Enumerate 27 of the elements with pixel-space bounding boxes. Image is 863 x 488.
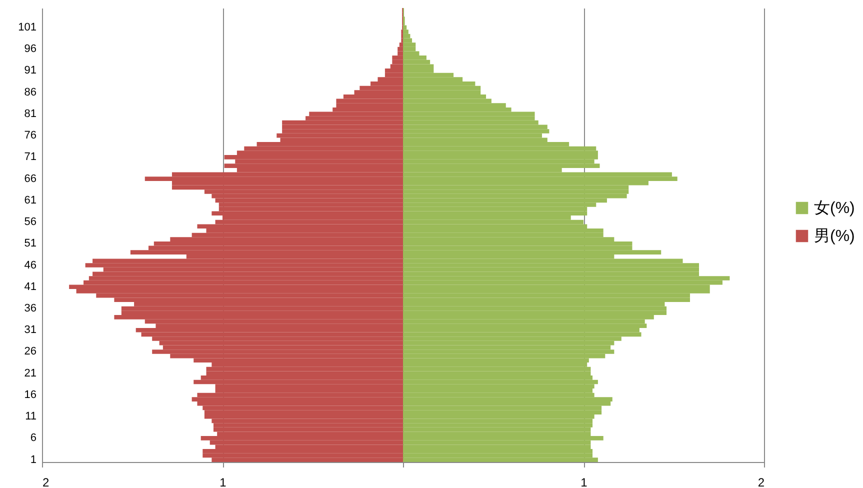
y-tick-label: 36 [24,302,36,315]
y-tick-label: 46 [24,259,36,272]
legend-label: 男(%) [814,228,855,245]
y-tick-label: 1 [30,454,36,466]
x-tick-label: 2 [758,476,765,488]
y-tick-label: 51 [24,238,36,250]
y-tick-label: 76 [24,130,36,142]
x-tick-label: 1 [220,476,227,488]
y-tick-label: 81 [24,108,36,120]
y-tick-label: 56 [24,216,36,228]
y-tick-label: 91 [24,64,36,77]
y-tick-label: 86 [24,86,36,98]
x-tick-label: 1 [580,476,588,488]
y-tick-label: 61 [24,194,36,206]
y-tick-label: 101 [18,21,36,34]
y-tick-label: 26 [24,346,36,358]
y-tick-label: 96 [24,43,36,56]
x-tick-label: 2 [42,476,50,488]
y-tick-label: 41 [24,280,36,293]
y-tick-label: 16 [24,388,36,401]
legend-label: 女(%) [814,200,855,217]
y-tick-label: 66 [24,172,36,185]
y-tick-label: 71 [24,151,36,164]
y-tick-label: 31 [24,324,36,336]
y-tick-label: 21 [24,367,36,380]
y-tick-label: 11 [25,410,36,423]
y-tick-label: 6 [30,432,36,444]
